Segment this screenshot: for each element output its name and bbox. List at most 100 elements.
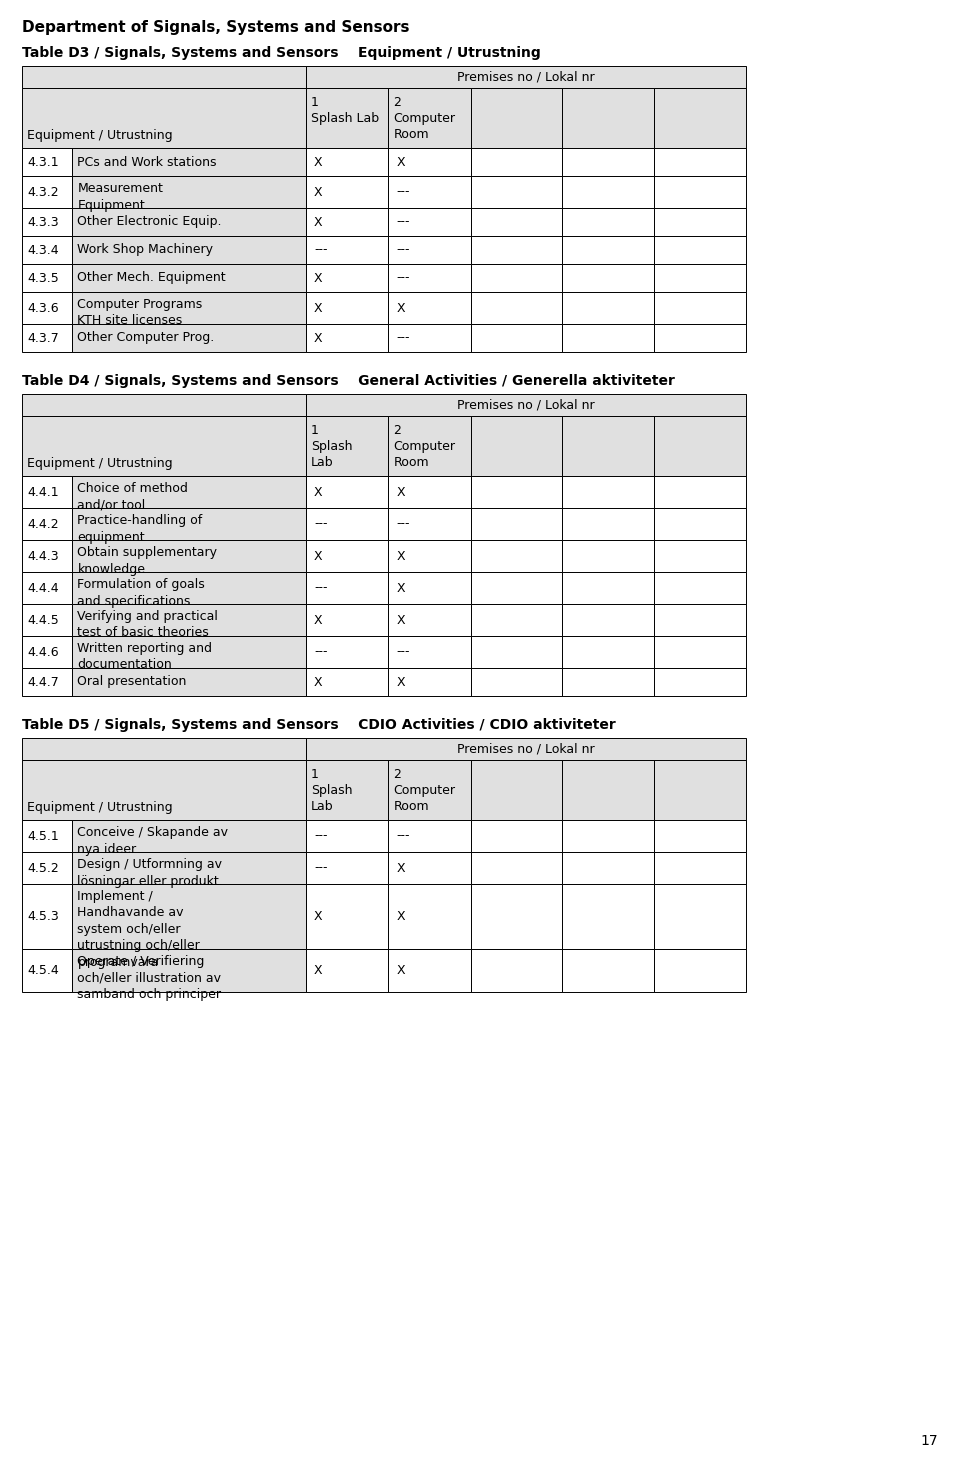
Bar <box>306 148 389 176</box>
Text: ---: --- <box>314 646 327 659</box>
Text: 2
Computer
Room: 2 Computer Room <box>394 425 455 468</box>
Bar <box>654 324 746 351</box>
Text: Table D5 / Signals, Systems and Sensors    CDIO Activities / CDIO aktiviteter: Table D5 / Signals, Systems and Sensors … <box>22 717 615 732</box>
Text: Measurement
Equipment: Measurement Equipment <box>78 182 163 211</box>
Bar <box>389 148 470 176</box>
Bar <box>306 540 389 572</box>
Bar <box>470 668 563 695</box>
Bar <box>389 605 470 635</box>
Bar <box>306 949 389 993</box>
Bar <box>389 540 470 572</box>
Text: ---: --- <box>396 517 410 530</box>
Bar <box>389 572 470 605</box>
Bar <box>306 820 389 852</box>
Bar <box>389 884 470 949</box>
Bar <box>306 208 389 236</box>
Bar <box>306 760 389 820</box>
Text: Practice-handling of
equipment: Practice-handling of equipment <box>78 514 203 543</box>
Bar <box>563 476 654 508</box>
Bar <box>654 88 746 148</box>
Bar <box>389 760 470 820</box>
Bar <box>563 324 654 351</box>
Bar <box>72 208 306 236</box>
Bar <box>563 264 654 291</box>
Bar <box>22 820 72 852</box>
Bar <box>389 416 470 476</box>
Bar <box>654 635 746 668</box>
Bar <box>470 760 563 820</box>
Text: 4.3.3: 4.3.3 <box>27 215 59 228</box>
Bar <box>306 605 389 635</box>
Text: Verifying and practical
test of basic theories: Verifying and practical test of basic th… <box>78 610 218 640</box>
Bar <box>22 176 72 208</box>
Text: Other Electronic Equip.: Other Electronic Equip. <box>78 215 222 228</box>
Bar <box>470 88 563 148</box>
Text: 4.4.5: 4.4.5 <box>27 613 59 627</box>
Text: X: X <box>396 963 405 976</box>
Bar <box>306 668 389 695</box>
Text: 4.3.2: 4.3.2 <box>27 186 59 199</box>
Text: Oral presentation: Oral presentation <box>78 675 187 688</box>
Bar <box>470 324 563 351</box>
Bar <box>470 949 563 993</box>
Text: 4.5.2: 4.5.2 <box>27 861 59 874</box>
Text: X: X <box>396 911 405 922</box>
Bar <box>563 668 654 695</box>
Text: X: X <box>314 675 323 688</box>
Bar <box>306 476 389 508</box>
Bar <box>470 572 563 605</box>
Bar <box>22 291 72 324</box>
Bar <box>654 605 746 635</box>
Bar <box>563 508 654 540</box>
Text: X: X <box>314 155 323 168</box>
Text: X: X <box>314 963 323 976</box>
Text: X: X <box>396 486 405 499</box>
Bar <box>72 476 306 508</box>
Bar <box>389 635 470 668</box>
Bar <box>654 176 746 208</box>
Text: ---: --- <box>396 243 410 256</box>
Bar <box>470 148 563 176</box>
Text: Table D3 / Signals, Systems and Sensors    Equipment / Utrustning: Table D3 / Signals, Systems and Sensors … <box>22 45 540 60</box>
Text: 4.3.7: 4.3.7 <box>27 331 59 344</box>
Bar <box>563 236 654 264</box>
Bar <box>563 605 654 635</box>
Text: Table D4 / Signals, Systems and Sensors    General Activities / Generella aktivi: Table D4 / Signals, Systems and Sensors … <box>22 373 675 388</box>
Bar <box>306 291 389 324</box>
Text: 4.4.4: 4.4.4 <box>27 581 59 594</box>
Bar <box>389 668 470 695</box>
Bar <box>306 88 389 148</box>
Bar <box>563 540 654 572</box>
Text: X: X <box>396 155 405 168</box>
Bar <box>22 416 306 476</box>
Text: X: X <box>396 581 405 594</box>
Bar <box>389 176 470 208</box>
Text: ---: --- <box>396 215 410 228</box>
Bar <box>306 394 746 416</box>
Text: X: X <box>314 911 323 922</box>
Text: 4.3.4: 4.3.4 <box>27 243 59 256</box>
Text: Equipment / Utrustning: Equipment / Utrustning <box>27 457 173 470</box>
Bar <box>654 884 746 949</box>
Bar <box>470 635 563 668</box>
Bar <box>306 236 389 264</box>
Bar <box>470 605 563 635</box>
Text: 4.4.2: 4.4.2 <box>27 517 59 530</box>
Bar <box>654 291 746 324</box>
Bar <box>389 264 470 291</box>
Bar <box>72 572 306 605</box>
Bar <box>563 291 654 324</box>
Bar <box>654 208 746 236</box>
Bar <box>470 236 563 264</box>
Text: X: X <box>314 215 323 228</box>
Bar <box>22 394 306 416</box>
Bar <box>470 852 563 884</box>
Bar <box>72 605 306 635</box>
Text: X: X <box>314 271 323 284</box>
Text: X: X <box>396 861 405 874</box>
Bar <box>72 508 306 540</box>
Text: 1
Splash
Lab: 1 Splash Lab <box>311 769 352 813</box>
Bar <box>389 949 470 993</box>
Bar <box>306 324 389 351</box>
Text: Premises no / Lokal nr: Premises no / Lokal nr <box>457 742 594 755</box>
